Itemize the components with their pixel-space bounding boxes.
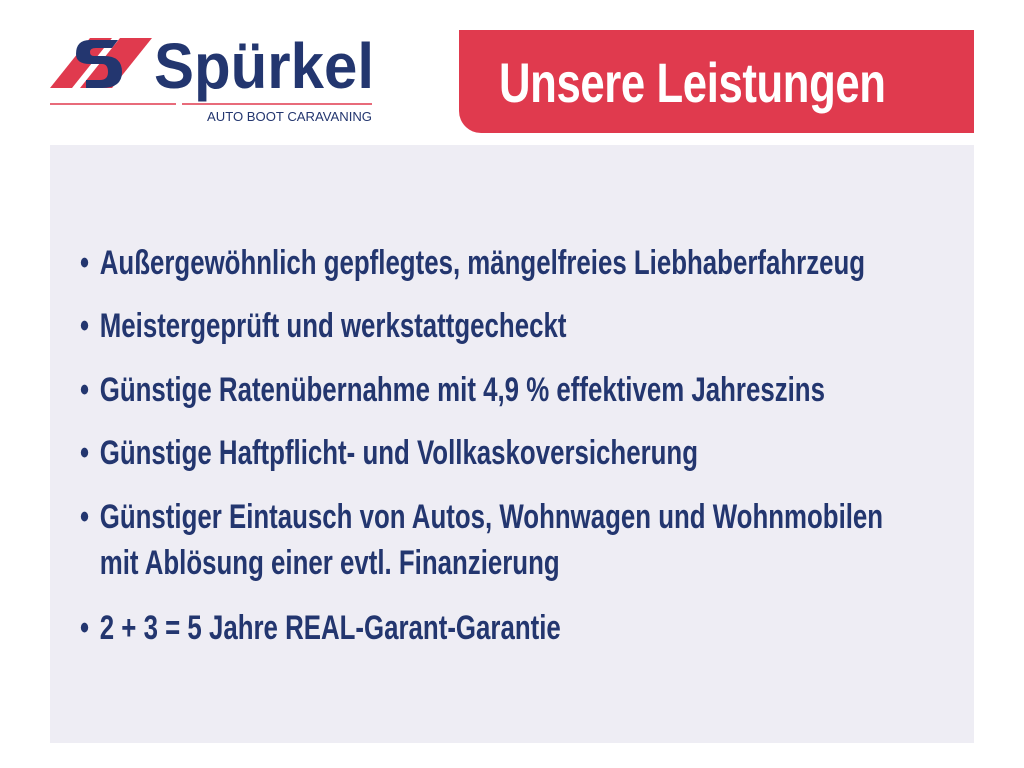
- bullet: •: [80, 434, 90, 472]
- list-item-text: Günstige Ratenübernahme mit 4,9 % effekt…: [99, 371, 825, 409]
- services-panel: • Außergewöhnlich gepflegtes, mängelfreie…: [50, 145, 974, 743]
- bullet: •: [80, 307, 90, 345]
- list-item: • Meistergeprüft und werkstattgecheckt: [80, 303, 566, 349]
- banner-title: Unsere Leistungen: [499, 51, 886, 114]
- logo-mark-icon: Spürkel AUTO BOOT CARAVANING: [50, 30, 374, 124]
- list-item: • Günstige Haftpflicht- und Vollkaskovers…: [80, 430, 698, 476]
- spuerkel-logo: Spürkel AUTO BOOT CARAVANING: [50, 30, 380, 125]
- list-item-text: Meistergeprüft und werkstattgecheckt: [99, 307, 567, 345]
- list-item-line: mit Ablösung einer evtl. Finanzierung: [99, 544, 560, 582]
- bullet: •: [80, 371, 90, 409]
- title-banner: Unsere Leistungen: [459, 30, 974, 133]
- list-item-text: Günstiger Eintausch von Autos, Wohnwagen…: [100, 494, 883, 586]
- logo-tagline: AUTO BOOT CARAVANING: [207, 109, 372, 124]
- list-item-text: Außergewöhnlich gepflegtes, mängelfreies…: [99, 244, 866, 282]
- list-item-line: Günstiger Eintausch von Autos, Wohnwagen…: [99, 498, 884, 536]
- bullet: •: [80, 609, 90, 647]
- bullet: •: [80, 244, 90, 282]
- logo-name: Spürkel: [154, 30, 374, 102]
- bullet: •: [80, 498, 90, 536]
- list-item-text: Günstige Haftpflicht- und Vollkaskoversi…: [99, 434, 698, 472]
- list-item: • Günstiger Eintausch von Autos, Wohnwage…: [80, 494, 883, 586]
- list-item-text: 2 + 3 = 5 Jahre REAL-Garant-Garantie: [99, 609, 561, 647]
- list-item: • 2 + 3 = 5 Jahre REAL-Garant-Garantie: [80, 605, 561, 651]
- list-item: • Außergewöhnlich gepflegtes, mängelfreie…: [80, 240, 865, 286]
- list-item: • Günstige Ratenübernahme mit 4,9 % effek…: [80, 367, 825, 413]
